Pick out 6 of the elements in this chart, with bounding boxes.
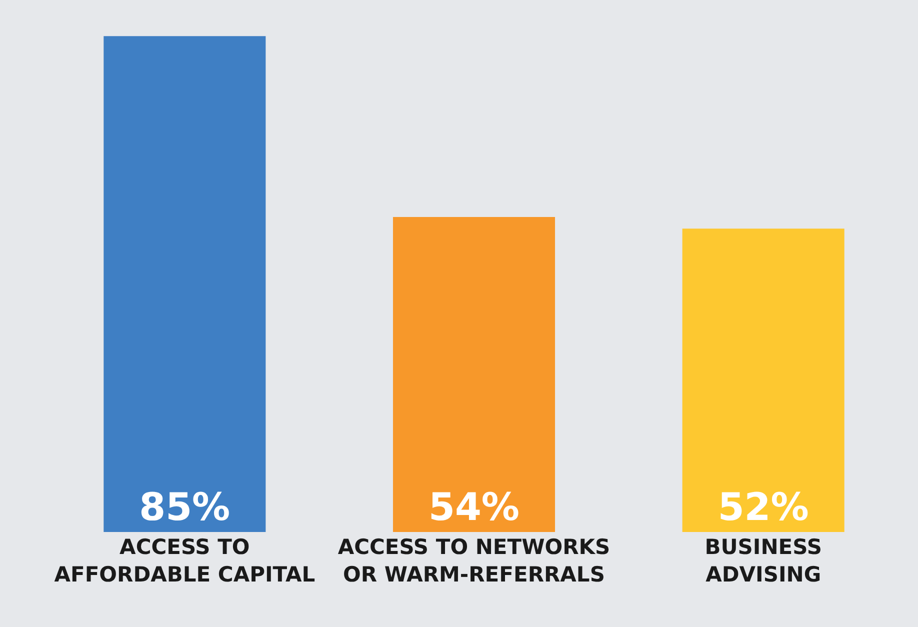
data-label: 52% — [718, 485, 809, 529]
x-tick-label: ACCESS TO NETWORKS OR WARM-REFERRALS — [338, 535, 610, 586]
data-label: 54% — [428, 485, 520, 529]
x-tick-label: BUSINESS ADVISING — [704, 535, 822, 586]
x-tick-label: ACCESS TO AFFORDABLE CAPITAL — [54, 535, 316, 586]
data-label: 85% — [139, 485, 230, 529]
